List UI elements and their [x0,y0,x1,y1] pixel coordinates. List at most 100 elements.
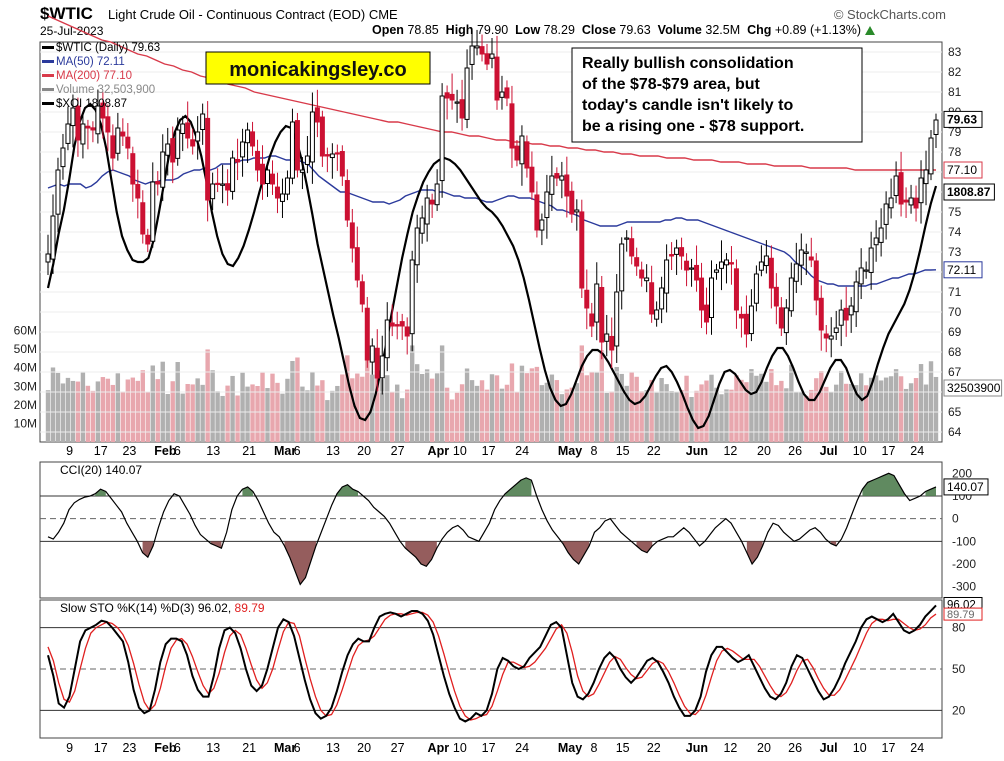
cci-overbought-fill [505,477,532,496]
volume-bar [654,392,659,442]
volume-bar [165,393,170,442]
candle-body [808,256,814,261]
volume-bar [779,380,784,442]
volume-value-label-box [943,379,1003,397]
xoi-value-label-box [943,183,995,201]
volume-bar [245,386,250,442]
low-label: Low [515,23,541,37]
volume-bar [794,391,799,442]
volume-bar [140,370,145,442]
x-tick-label: 9 [66,741,73,755]
volume-bar [574,383,580,442]
cci-overbought-fill [862,473,905,496]
x-tick-label: 22 [647,444,661,458]
x-tick-label: 9 [66,444,73,458]
volume-bar [270,373,275,442]
volume-bar [913,378,919,442]
x-tick-label: 26 [788,444,802,458]
x-tick-label: 13 [326,444,340,458]
x-tick-label: 15 [616,444,630,458]
volume-bar [290,360,295,442]
volume-bar [50,367,56,442]
source-credit[interactable]: © StockCharts.com [833,7,946,22]
candle-body [788,277,794,312]
volume-bar [649,379,654,442]
candle-body [609,335,615,351]
volume-bar [205,349,210,442]
volume-bar [130,377,136,442]
candle-body [374,347,380,379]
volume-bar [330,390,335,442]
candle-body [803,251,809,254]
x-tick-label: 17 [482,741,496,755]
x-tick-label: Apr [428,741,450,755]
volume-bar [908,383,914,442]
volume-bar [834,384,839,442]
cci-line [47,472,937,586]
candle-body [709,277,715,319]
volume-bar [250,384,255,442]
stochastic-tick-label: 20 [952,703,966,717]
stochastic-title-d: 89.79 [235,601,265,615]
price-tick-label: 83 [948,45,962,59]
candle-body [220,183,226,186]
legend-entry: Volume 32,503,900 [56,84,155,96]
volume-bar [350,378,355,442]
candle-body [140,202,146,235]
volume-bar [404,389,410,442]
volume-bar [185,383,190,442]
candle-body [274,186,280,199]
candle-body [484,53,490,65]
candle-body [389,322,395,327]
volume-bar [360,376,365,442]
x-tick-label: Jun [686,741,708,755]
candle-body [180,123,186,134]
candle-body [329,153,335,159]
candle-body [868,247,874,273]
candle-body [624,237,630,240]
watermark-box [205,51,431,85]
candle-body [130,153,136,185]
volume-bar [355,373,360,442]
volume-value-label: 32503900 [947,381,1001,395]
x-tick-label: Mar [274,444,296,458]
stochastic-d-value-label: 89.79 [947,609,975,621]
legend-swatch [42,46,54,49]
candle-body [419,217,425,234]
candle-body [649,282,655,315]
candle-body [394,324,400,327]
stochastic-d-line [47,611,937,721]
x-tick-label: 10 [853,444,867,458]
volume-bar [210,370,215,442]
volume-bar [60,383,66,442]
volume-bar [599,350,604,442]
volume-bar [639,391,644,442]
candle-body [843,307,849,321]
candle-body [873,237,879,246]
candle-body [269,173,275,185]
candle-body [215,182,221,186]
candle-body [195,131,201,142]
volume-bar [514,392,520,442]
candle-body [170,138,176,163]
candle-body [474,45,480,49]
x-tick-label: 12 [723,741,737,755]
candle-body [838,309,844,326]
candle-body [384,319,390,359]
annotation-line: today's candle isn't likely to [582,97,793,114]
volume-bar [195,378,200,442]
volume-bar [868,377,874,442]
cci-tick-label: 200 [952,466,972,480]
volume-bar [365,360,370,442]
volume-bar [804,395,809,442]
x-axis: 9917172323FebFeb6613132121MarMar66131320… [66,444,924,755]
x-tick-label: 17 [882,741,896,755]
candle-body [928,137,934,175]
candle-body [564,174,570,197]
cci-oversold-fill [636,541,653,553]
x-tick-label: 17 [94,444,108,458]
candle-body [60,147,66,168]
volume-bar [325,400,330,442]
volume-bar [454,392,460,442]
